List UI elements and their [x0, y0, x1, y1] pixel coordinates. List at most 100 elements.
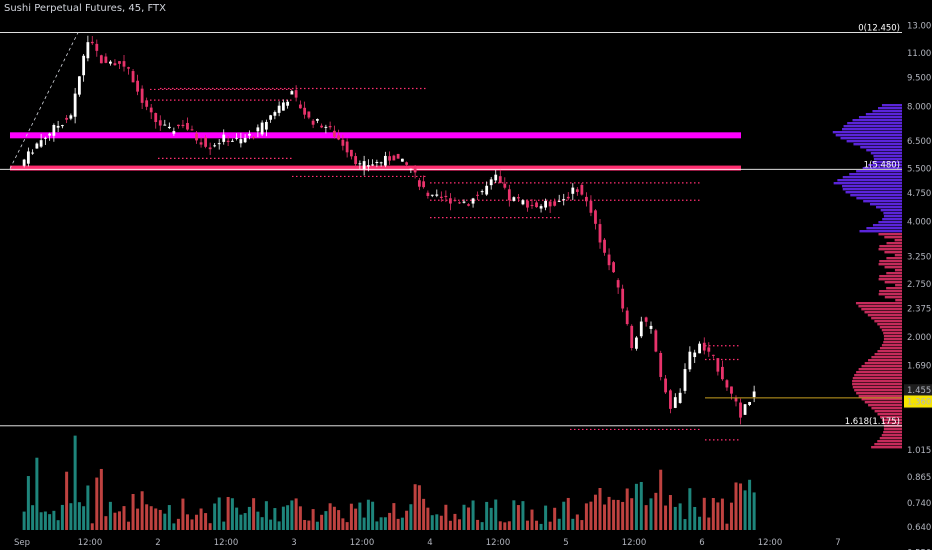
candle-body [654, 330, 658, 352]
profile-bar [872, 161, 902, 164]
profile-bar [864, 362, 902, 365]
candle-body [43, 137, 47, 139]
volume-bar [35, 457, 39, 530]
profile-bar [895, 299, 902, 302]
candle-body [413, 167, 417, 173]
volume-bar [494, 499, 498, 530]
time-tick-label: 3 [291, 538, 296, 548]
volume-bar [471, 500, 475, 530]
volume-bar [616, 499, 620, 530]
candle-body [277, 105, 281, 113]
candle-body [494, 174, 498, 181]
volume-bar [358, 502, 362, 530]
candle-body [379, 162, 383, 164]
profile-bar [874, 353, 902, 356]
profile-bar [884, 251, 902, 254]
volume-bar [22, 511, 26, 530]
time-axis[interactable]: Sep 12:00 2 12:00 3 12:00 4 12:00 5 12:00 6 12:00 7 [14, 538, 841, 548]
profile-bar [881, 419, 902, 422]
volume-bar [457, 519, 461, 530]
candle-body [145, 100, 149, 107]
volume-bar [503, 522, 507, 530]
candle-body [566, 196, 570, 199]
profile-bar [874, 410, 902, 413]
profile-bar [854, 389, 902, 392]
profile-bar [884, 281, 902, 284]
profile-bar [867, 314, 902, 317]
candle-body [65, 117, 69, 120]
profile-bar [856, 170, 902, 173]
profile-bar [873, 158, 902, 161]
candle-body [480, 191, 484, 193]
volume-profile [832, 104, 902, 449]
candle-body [678, 392, 682, 403]
price-tick-label: 2.000 [907, 333, 931, 343]
candle-body [358, 163, 362, 165]
profile-bar [883, 332, 902, 335]
candle-body [109, 61, 112, 64]
profile-bar [854, 374, 902, 377]
candle-body [630, 325, 634, 348]
candle-body [507, 189, 511, 201]
candle-body [307, 111, 311, 118]
volume-bar [512, 500, 516, 530]
volume-bar [720, 498, 724, 530]
candle-body [422, 181, 426, 188]
volume-bar [56, 520, 60, 530]
volume-bar [264, 501, 268, 530]
profile-bar [859, 230, 902, 233]
candle-body [396, 153, 400, 159]
profile-bar [861, 308, 902, 311]
candle-body [571, 187, 575, 194]
volume-bar [688, 488, 692, 530]
candle-body [476, 194, 479, 196]
candle-body [82, 55, 86, 76]
volume-bar [113, 512, 117, 530]
profile-bar [883, 212, 902, 215]
volume-bar [379, 517, 383, 530]
candle-body [39, 140, 43, 147]
volume-bar [630, 498, 634, 530]
volume-bar [86, 485, 90, 530]
candle-body [298, 104, 302, 109]
volume-bar [413, 484, 417, 530]
profile-bar [873, 155, 902, 158]
volume-bar [422, 498, 426, 530]
price-tick-label: 9.500 [907, 74, 931, 84]
volume-bar [375, 521, 379, 530]
candle-body [213, 145, 217, 147]
magenta-zone [10, 132, 741, 139]
volume-bar [354, 508, 358, 530]
profile-bar [881, 344, 902, 347]
price-axis[interactable]: 26.00022.00019.00016.00013.00011.0009.50… [907, 0, 932, 550]
candle-body [498, 176, 502, 184]
profile-bar [837, 179, 902, 182]
candle-body [122, 61, 126, 67]
candle-body [585, 196, 588, 202]
candle-body [154, 113, 158, 123]
volume-bar [598, 487, 602, 530]
candle-body [290, 91, 294, 95]
volume-bar [607, 496, 611, 530]
candle-body [140, 88, 144, 103]
candle-body [471, 198, 475, 204]
volume-bar [286, 505, 290, 530]
candle-body [530, 204, 534, 206]
candle-body [273, 112, 277, 116]
candle-body [48, 133, 52, 136]
volume-bar [752, 492, 756, 530]
volume-bar [122, 506, 126, 530]
candlesticks [22, 35, 756, 425]
volume-bar [99, 468, 103, 530]
volume-bar [307, 520, 311, 530]
candle-body [90, 41, 94, 44]
candle-body [22, 159, 26, 166]
volume-bar [324, 511, 328, 530]
volume-bar [430, 515, 434, 530]
candle-body [512, 197, 516, 201]
volume-bar [172, 523, 176, 530]
trend-line [9, 32, 902, 399]
candle-body [337, 135, 341, 140]
volume-bar [383, 517, 387, 530]
